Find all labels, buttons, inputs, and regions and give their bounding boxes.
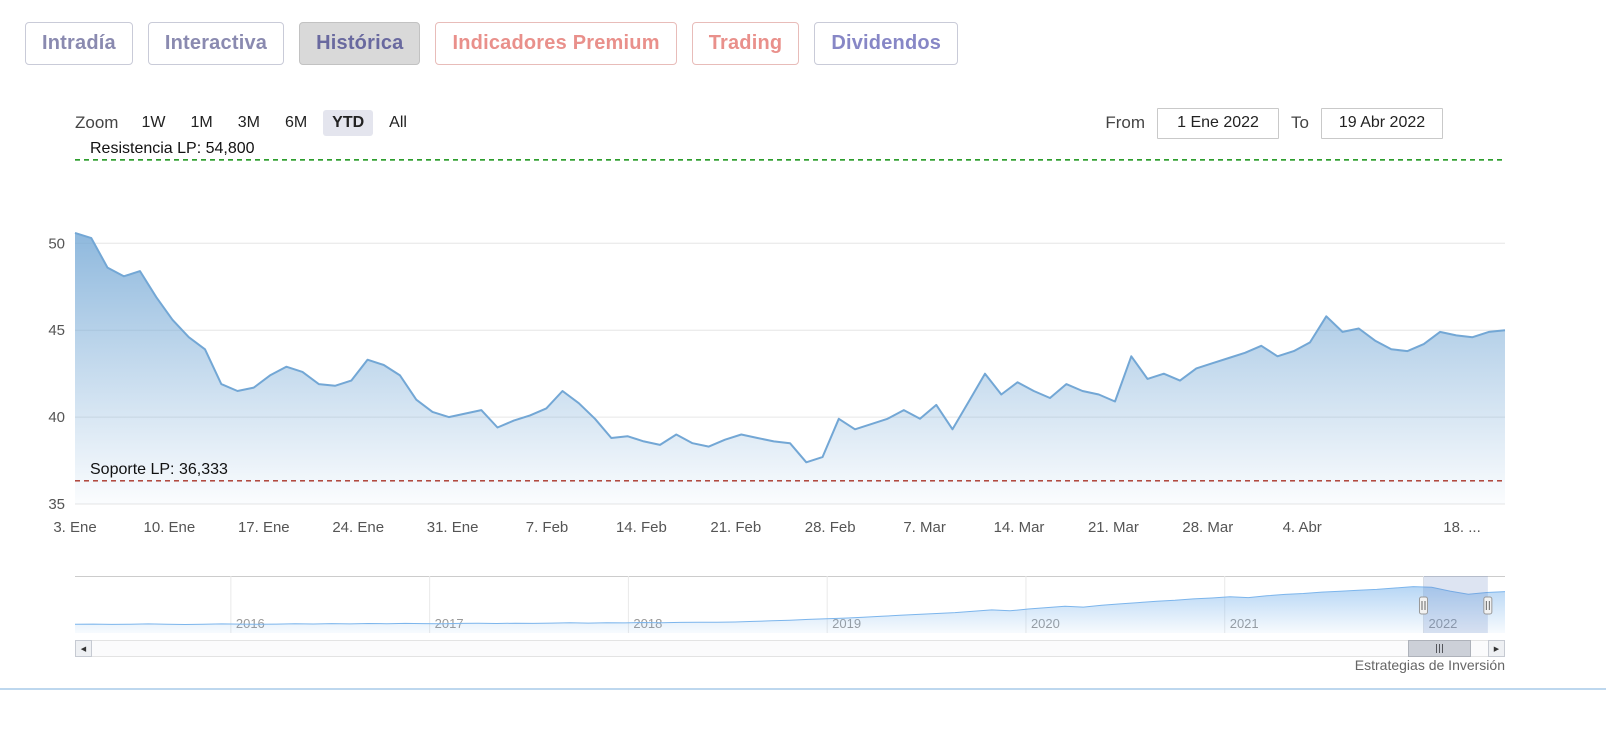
y-axis-label: 45 <box>48 322 65 339</box>
chart-credit: Estrategias de Inversión <box>1354 657 1505 673</box>
date-range: From To <box>1105 107 1443 139</box>
zoom-1w-button[interactable]: 1W <box>132 110 174 136</box>
y-axis-label: 50 <box>48 235 65 252</box>
zoom-6m-button[interactable]: 6M <box>276 110 316 136</box>
to-label: To <box>1291 113 1309 132</box>
scrollbar-left-button[interactable]: ◀ <box>75 640 92 657</box>
x-axis-label: 4. Abr <box>1283 519 1322 536</box>
to-date-input[interactable] <box>1321 107 1443 139</box>
x-axis-label: 10. Ene <box>144 519 196 536</box>
nav-area <box>75 586 1505 633</box>
x-axis-label: 14. Mar <box>994 519 1045 536</box>
tab-interactiva[interactable]: Interactiva <box>147 22 285 65</box>
zoom-all-button[interactable]: All <box>380 110 416 136</box>
x-axis-label: 3. Ene <box>53 519 96 536</box>
y-axis-label: 40 <box>48 409 65 426</box>
chart-toolbar: Zoom 1W 1M 3M 6M YTD All From To <box>75 106 1505 140</box>
bottom-divider <box>0 688 1606 690</box>
x-axis-label: 28. Feb <box>805 519 856 536</box>
right-arrow-icon: ▶ <box>1493 645 1500 653</box>
y-axis-label: 35 <box>48 496 65 513</box>
x-axis-label: 7. Mar <box>903 519 946 536</box>
navigator-chart[interactable]: 2016201720182019202020212022 <box>75 576 1505 639</box>
scrollbar-track[interactable] <box>92 640 1488 657</box>
x-axis-label: 31. Ene <box>427 519 479 536</box>
x-axis-label: 18. ... <box>1443 519 1481 536</box>
nav-handle-left[interactable] <box>1418 596 1428 615</box>
zoom-1m-button[interactable]: 1M <box>181 110 221 136</box>
tab-dividendos[interactable]: Dividendos <box>814 22 959 65</box>
x-axis-label: 28. Mar <box>1182 519 1233 536</box>
tab-intradia[interactable]: Intradía <box>25 22 133 65</box>
tab-trading[interactable]: Trading <box>691 22 800 65</box>
scrollbar[interactable]: ◀ ▶ <box>75 640 1505 657</box>
price-line <box>74 231 1506 464</box>
x-axis-label: 21. Feb <box>710 519 761 536</box>
from-label: From <box>1105 113 1146 132</box>
x-axis-label: 21. Mar <box>1088 519 1139 536</box>
tab-bar: Intradía Interactiva Histórica Indicador… <box>25 22 959 65</box>
x-axis-label: 7. Feb <box>526 519 569 536</box>
x-axis-label: 24. Ene <box>332 519 384 536</box>
nav-handle-right[interactable] <box>1483 596 1493 615</box>
scrollbar-grip-icon <box>1436 644 1444 653</box>
price-area <box>75 232 1505 504</box>
from-date-input[interactable] <box>1157 107 1280 139</box>
tab-historica[interactable]: Histórica <box>299 22 421 65</box>
zoom-3m-button[interactable]: 3M <box>229 110 269 136</box>
x-axis-label: 17. Ene <box>238 519 290 536</box>
zoom-label: Zoom <box>75 113 119 132</box>
resistance-label: Resistencia LP: 54,800 <box>90 140 255 157</box>
left-arrow-icon: ◀ <box>80 645 87 653</box>
nav-line <box>75 586 1505 626</box>
scrollbar-thumb[interactable] <box>1408 640 1472 657</box>
x-axis-label: 14. Feb <box>616 519 667 536</box>
zoom-ytd-button[interactable]: YTD <box>323 110 374 136</box>
scrollbar-right-button[interactable]: ▶ <box>1488 640 1505 657</box>
support-label: Soporte LP: 36,333 <box>90 461 228 478</box>
tab-indicadores-premium[interactable]: Indicadores Premium <box>435 22 677 65</box>
price-chart[interactable]: 35 40 45 50 3. Ene 10. Ene 17. Ene 24. Ene 31. E… <box>30 140 1510 545</box>
nav-selection[interactable] <box>1423 576 1488 633</box>
